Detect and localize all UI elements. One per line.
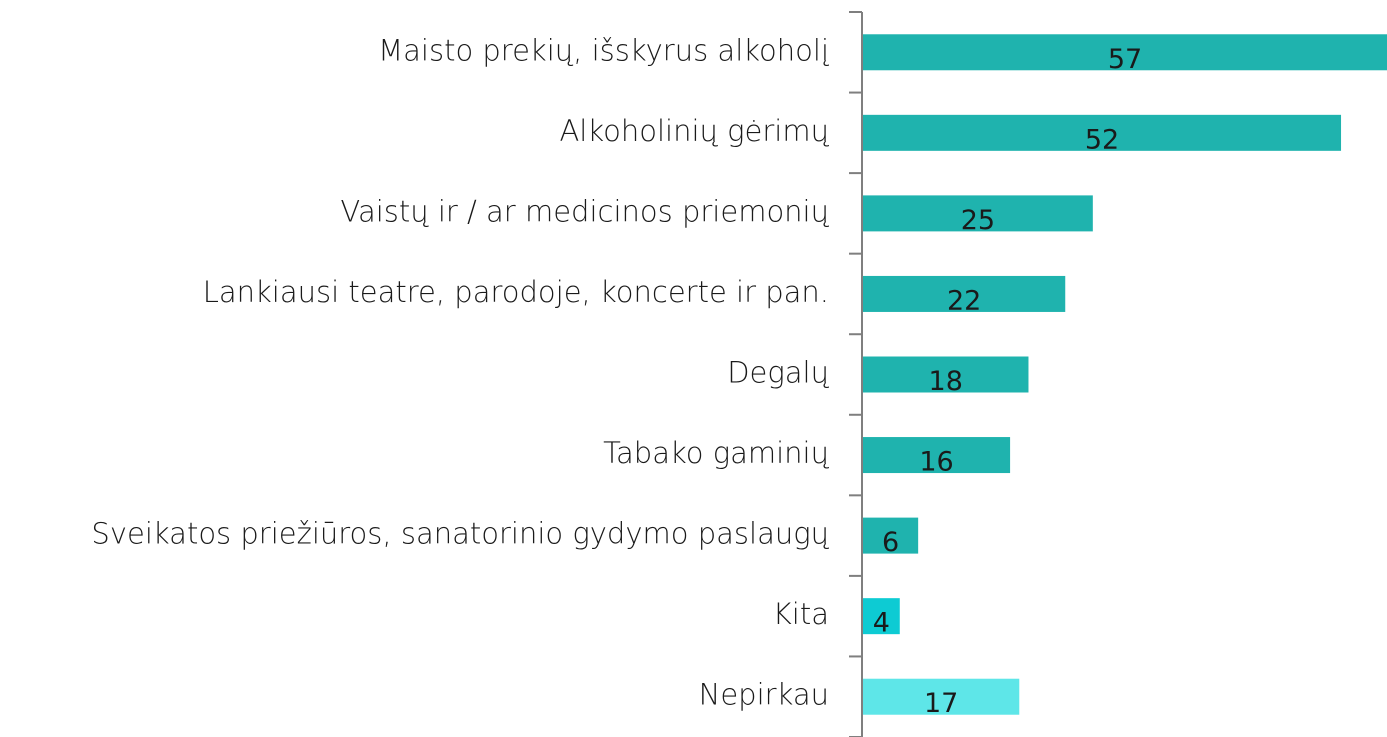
bar (863, 195, 1093, 232)
category-label: Maisto prekių, išskyrus alkoholį (378, 33, 829, 67)
bar (863, 34, 1387, 71)
category-label: Sveikatos priežiūros, sanatorinio gydymo… (91, 517, 829, 551)
bar (863, 517, 919, 554)
value-label: 17 (924, 688, 958, 719)
category-label: Degalų (727, 356, 829, 390)
bar (863, 598, 900, 635)
category-label: Kita (773, 597, 829, 631)
category-label: Tabako gaminių (603, 436, 830, 470)
value-label: 22 (947, 285, 981, 316)
value-label: 18 (929, 366, 963, 397)
category-label: Vaistų ir / ar medicinos priemonių (340, 194, 829, 228)
bar (863, 275, 1066, 312)
bar (863, 356, 1029, 393)
value-label: 4 (873, 608, 890, 639)
category-label: Lankiausi teatre, parodoje, koncerte ir … (203, 275, 829, 309)
category-label: Nepirkau (699, 678, 829, 712)
bar (863, 678, 1020, 715)
bar (863, 437, 1011, 474)
value-label: 57 (1108, 44, 1142, 75)
value-label: 25 (961, 205, 995, 236)
bar (863, 114, 1342, 151)
value-label: 6 (882, 527, 899, 558)
category-label: Alkoholinių gėrimų (559, 114, 829, 148)
value-label: 52 (1085, 124, 1119, 155)
value-label: 16 (919, 447, 953, 478)
